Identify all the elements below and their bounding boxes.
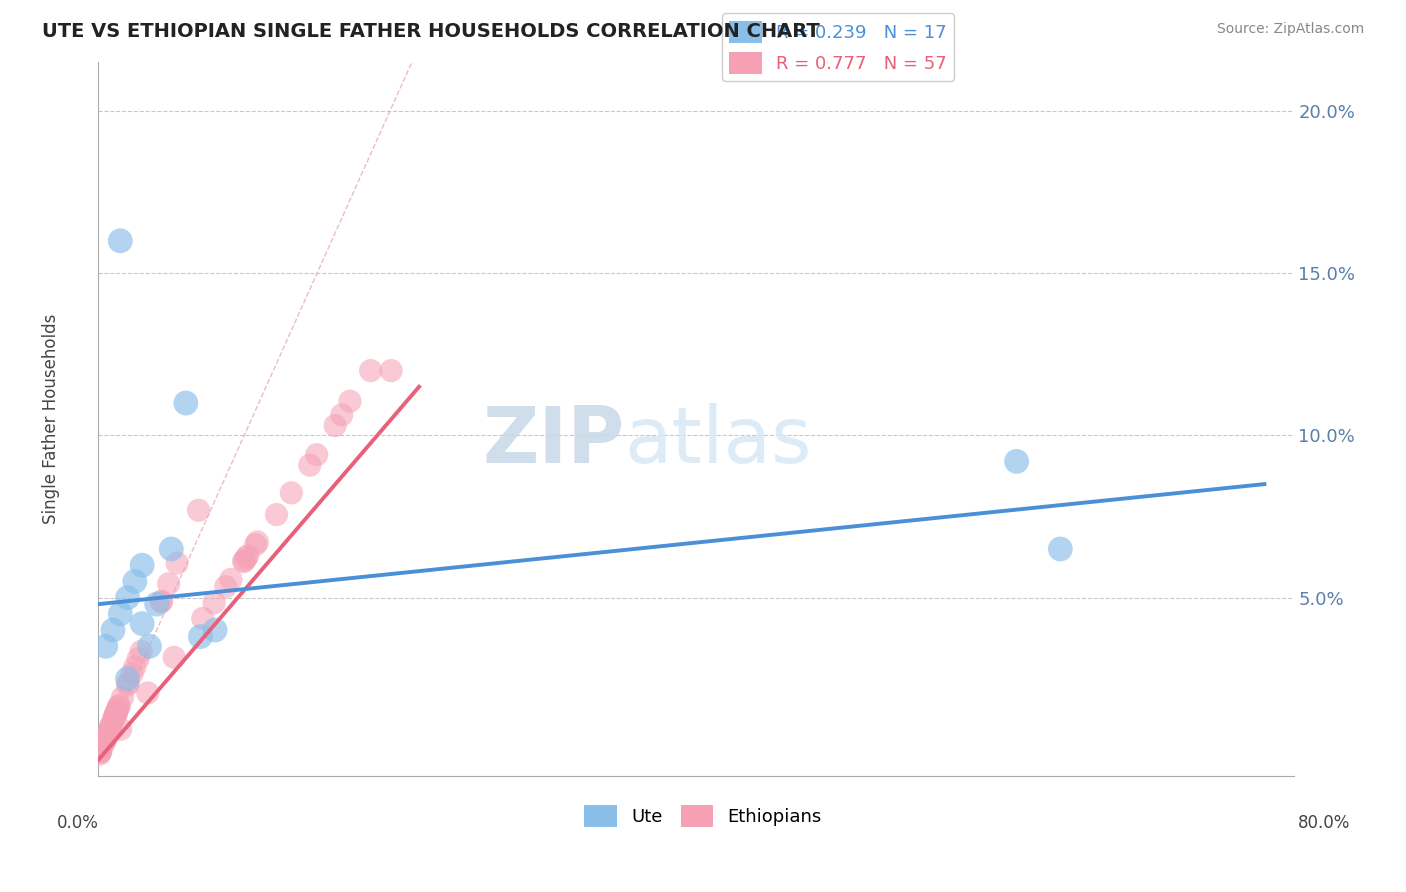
Point	[117, 672, 139, 686]
Point	[339, 394, 361, 409]
Point	[93, 734, 115, 748]
Point	[96, 728, 118, 742]
Point	[107, 699, 129, 714]
Point	[121, 666, 143, 681]
Point	[96, 730, 118, 744]
Point	[89, 744, 111, 758]
Point	[163, 650, 186, 665]
Point	[305, 448, 328, 462]
Point	[98, 720, 121, 734]
Point	[101, 623, 124, 637]
Point	[245, 538, 267, 552]
Point	[105, 705, 128, 719]
Point	[94, 640, 117, 654]
Text: 0.0%: 0.0%	[56, 814, 98, 831]
Point	[124, 660, 146, 674]
Point	[104, 709, 127, 723]
Text: 80.0%: 80.0%	[1298, 814, 1351, 831]
Point	[131, 558, 153, 573]
Point	[136, 686, 159, 700]
Point	[108, 698, 131, 713]
Point	[202, 596, 225, 610]
Point	[117, 676, 139, 690]
Point	[190, 630, 212, 644]
Text: Single Father Households: Single Father Households	[42, 314, 59, 524]
Point	[94, 732, 117, 747]
Point	[93, 735, 115, 749]
Text: Source: ZipAtlas.com: Source: ZipAtlas.com	[1216, 22, 1364, 37]
Point	[360, 363, 382, 377]
Point	[219, 573, 242, 587]
Text: UTE VS ETHIOPIAN SINGLE FATHER HOUSEHOLDS CORRELATION CHART: UTE VS ETHIOPIAN SINGLE FATHER HOUSEHOLD…	[42, 22, 820, 41]
Point	[100, 719, 122, 733]
Point	[138, 640, 160, 654]
Point	[127, 652, 149, 666]
Point	[105, 706, 128, 720]
Point	[266, 508, 288, 522]
Point	[107, 702, 129, 716]
Text: ZIP: ZIP	[482, 402, 624, 479]
Point	[111, 690, 134, 705]
Point	[110, 723, 132, 737]
Point	[323, 418, 346, 433]
Point	[104, 707, 127, 722]
Text: atlas: atlas	[624, 402, 811, 479]
Point	[215, 580, 238, 594]
Point	[89, 745, 111, 759]
Legend: Ute, Ethiopians: Ute, Ethiopians	[576, 797, 830, 834]
Point	[380, 363, 402, 377]
Point	[160, 541, 183, 556]
Point	[91, 740, 114, 755]
Point	[110, 234, 132, 248]
Point	[129, 644, 152, 658]
Point	[246, 535, 269, 549]
Point	[103, 712, 125, 726]
Point	[105, 705, 128, 719]
Point	[204, 623, 226, 637]
Point	[117, 591, 139, 605]
Legend: R = 0.239   N = 17, R = 0.777   N = 57: R = 0.239 N = 17, R = 0.777 N = 57	[721, 13, 955, 81]
Point	[157, 576, 180, 591]
Point	[298, 458, 321, 472]
Point	[145, 597, 167, 611]
Point	[89, 747, 111, 761]
Point	[100, 718, 122, 732]
Point	[174, 396, 197, 410]
Point	[236, 549, 259, 563]
Point	[233, 554, 256, 568]
Point	[191, 611, 214, 625]
Point	[89, 745, 111, 759]
Point	[150, 594, 173, 608]
Point	[166, 556, 188, 570]
Point	[330, 408, 353, 422]
Point	[150, 595, 173, 609]
Point	[124, 574, 146, 589]
Point	[110, 607, 132, 621]
Point	[235, 550, 257, 565]
Point	[1049, 541, 1071, 556]
Point	[117, 678, 139, 692]
Point	[103, 711, 125, 725]
Point	[187, 503, 209, 517]
Point	[131, 616, 153, 631]
Point	[1005, 454, 1028, 468]
Point	[280, 485, 302, 500]
Point	[232, 554, 254, 568]
